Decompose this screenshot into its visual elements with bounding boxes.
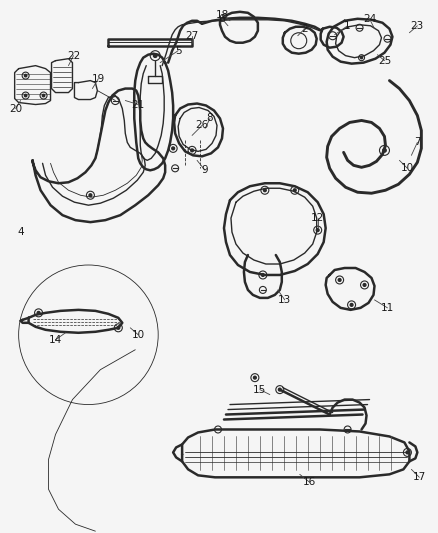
Circle shape [42,94,45,97]
Text: 2: 2 [301,24,308,34]
Circle shape [25,94,27,97]
Text: 20: 20 [9,103,22,114]
Text: 10: 10 [401,163,414,173]
Text: 15: 15 [253,385,266,394]
Text: 12: 12 [311,213,324,223]
Circle shape [191,149,194,152]
Circle shape [153,54,157,58]
Circle shape [89,194,92,197]
Text: 4: 4 [18,227,24,237]
Text: 25: 25 [378,55,391,66]
Text: 5: 5 [175,46,181,55]
Text: 14: 14 [49,335,62,345]
Text: 6: 6 [219,14,225,24]
Text: 24: 24 [363,14,376,24]
Circle shape [360,56,363,59]
Circle shape [293,189,296,192]
Circle shape [406,451,409,454]
Circle shape [316,229,319,231]
Text: 16: 16 [303,478,316,487]
Text: 22: 22 [67,51,80,61]
Circle shape [37,311,40,314]
Text: 26: 26 [195,120,208,131]
Text: 27: 27 [185,31,199,41]
Circle shape [25,75,27,77]
Circle shape [338,279,341,281]
Text: 19: 19 [92,74,105,84]
Text: 9: 9 [202,165,208,175]
Circle shape [383,149,386,152]
Circle shape [172,147,174,150]
Circle shape [363,284,366,286]
Text: 13: 13 [278,295,291,305]
Text: 10: 10 [132,330,145,340]
Circle shape [117,326,120,329]
Text: 23: 23 [411,21,424,31]
Text: 17: 17 [413,472,426,482]
Text: 8: 8 [207,114,213,124]
Circle shape [350,303,353,306]
Circle shape [264,189,266,192]
Text: 18: 18 [215,10,229,20]
Circle shape [261,273,264,277]
Text: 7: 7 [414,138,420,148]
Circle shape [254,376,256,379]
Circle shape [279,388,281,391]
Text: 11: 11 [381,303,394,313]
Text: 21: 21 [132,100,145,109]
Text: 1: 1 [344,21,351,31]
